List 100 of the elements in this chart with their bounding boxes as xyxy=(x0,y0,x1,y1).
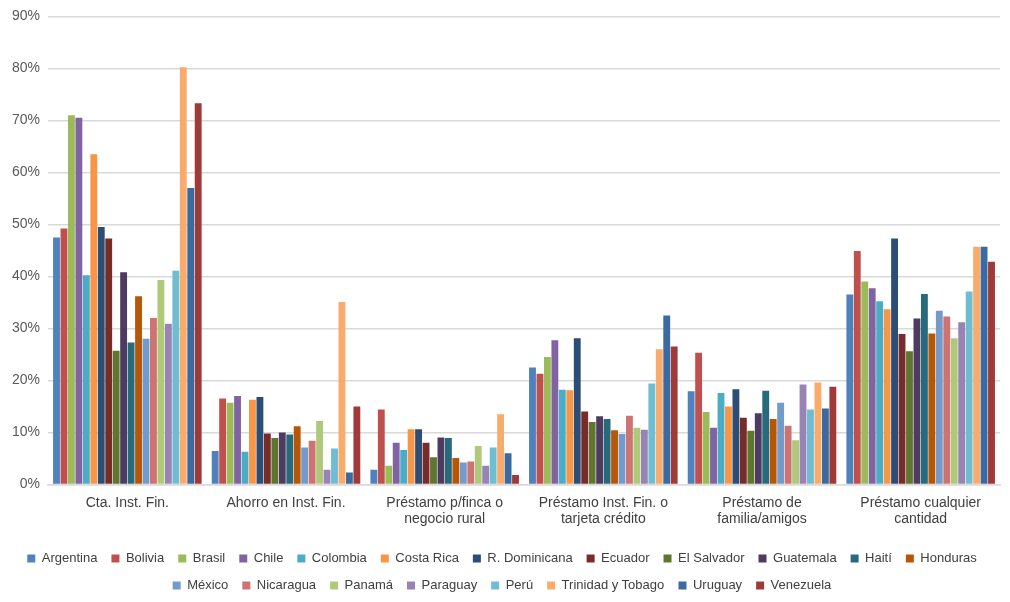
bar xyxy=(747,430,755,484)
legend-label: Paraguay xyxy=(421,577,478,593)
bar xyxy=(950,338,958,484)
bar xyxy=(702,412,710,484)
bar xyxy=(301,447,309,484)
x-tick-label: Cta. Inst. Fin. xyxy=(85,493,169,510)
legend-label: Perú xyxy=(505,577,534,593)
legend-label: Colombia xyxy=(311,550,368,566)
bar xyxy=(573,338,581,484)
bar xyxy=(543,357,551,484)
legend-label: Haití xyxy=(865,550,893,566)
bar xyxy=(861,281,869,484)
bar xyxy=(988,261,995,484)
bar xyxy=(846,294,854,484)
legend-label: Panamá xyxy=(344,577,394,593)
bar xyxy=(891,238,898,484)
x-tick-label: Ahorro en Inst. Fin. xyxy=(226,493,346,510)
bar xyxy=(497,414,505,484)
bar xyxy=(581,411,589,484)
bar xyxy=(943,316,951,484)
y-tick-label: 60% xyxy=(11,163,41,180)
bar xyxy=(135,296,142,484)
legend-label: Chile xyxy=(253,550,284,566)
legend-label: Bolivia xyxy=(125,550,166,566)
bar xyxy=(278,432,286,484)
y-tick-label: 90% xyxy=(11,7,41,24)
bar xyxy=(973,246,981,484)
bar xyxy=(234,396,241,484)
bar xyxy=(474,445,482,484)
bar xyxy=(829,386,837,484)
legend-label: Brasil xyxy=(192,550,226,566)
bar xyxy=(695,352,703,484)
bar xyxy=(769,418,777,484)
bar xyxy=(566,390,574,484)
bar xyxy=(626,415,633,484)
bar xyxy=(958,322,966,484)
bar xyxy=(482,465,490,484)
bar xyxy=(82,275,90,484)
bar xyxy=(596,416,604,484)
bar xyxy=(164,323,172,484)
bar xyxy=(558,389,566,484)
bar xyxy=(732,389,740,484)
bar xyxy=(739,417,747,484)
bar xyxy=(331,448,338,484)
bar xyxy=(249,399,256,484)
y-tick-label: 50% xyxy=(11,215,41,232)
bar xyxy=(883,309,891,484)
x-tick-label: Préstamo cualquier cantidad xyxy=(860,493,982,527)
bar xyxy=(377,409,385,484)
y-tick-label: 70% xyxy=(11,111,41,128)
bar xyxy=(150,318,157,484)
y-tick-label: 10% xyxy=(11,423,41,440)
bar xyxy=(821,408,829,484)
bar xyxy=(603,418,611,484)
bar xyxy=(226,402,234,484)
bar xyxy=(655,349,663,484)
legend-label: Argentina xyxy=(41,550,99,566)
legend-label: Costa Rica xyxy=(395,550,460,566)
bar xyxy=(588,422,596,484)
legend-label: El Salvador xyxy=(678,550,746,566)
bar xyxy=(194,103,202,484)
bar xyxy=(687,391,695,484)
y-tick-label: 80% xyxy=(11,59,41,76)
bar xyxy=(928,333,936,484)
bar xyxy=(120,272,128,484)
y-tick-label: 20% xyxy=(11,371,41,388)
legend-label: Venezuela xyxy=(770,577,833,593)
y-tick-label: 40% xyxy=(11,267,41,284)
bar xyxy=(430,457,437,484)
bar xyxy=(256,397,264,484)
bar xyxy=(286,434,294,484)
bar xyxy=(345,472,353,484)
bar xyxy=(489,447,497,484)
legend-label: R. Dominicana xyxy=(487,550,574,566)
bar xyxy=(529,367,536,484)
bar xyxy=(444,438,452,484)
bar xyxy=(648,383,656,484)
bar xyxy=(293,426,301,484)
bar xyxy=(512,475,519,484)
bar xyxy=(452,457,460,484)
bar xyxy=(868,288,876,484)
bar xyxy=(263,433,271,484)
bar xyxy=(633,427,641,484)
bar xyxy=(172,270,180,484)
bar xyxy=(127,342,135,484)
bar xyxy=(179,67,187,484)
bar xyxy=(385,465,393,484)
bar xyxy=(316,420,323,484)
bar xyxy=(725,406,732,484)
bar xyxy=(853,250,861,484)
bar xyxy=(459,462,467,484)
legend-label: Trinidad y Tobago xyxy=(561,577,665,593)
x-tick-label: Préstamo p/finca o negocio rural xyxy=(386,493,504,527)
bar xyxy=(75,117,83,484)
bar xyxy=(415,429,423,484)
bar xyxy=(90,154,98,484)
y-tick-label: 0% xyxy=(19,475,41,492)
legend-label: Honduras xyxy=(920,550,978,566)
bar xyxy=(407,429,415,484)
bar xyxy=(467,461,475,484)
